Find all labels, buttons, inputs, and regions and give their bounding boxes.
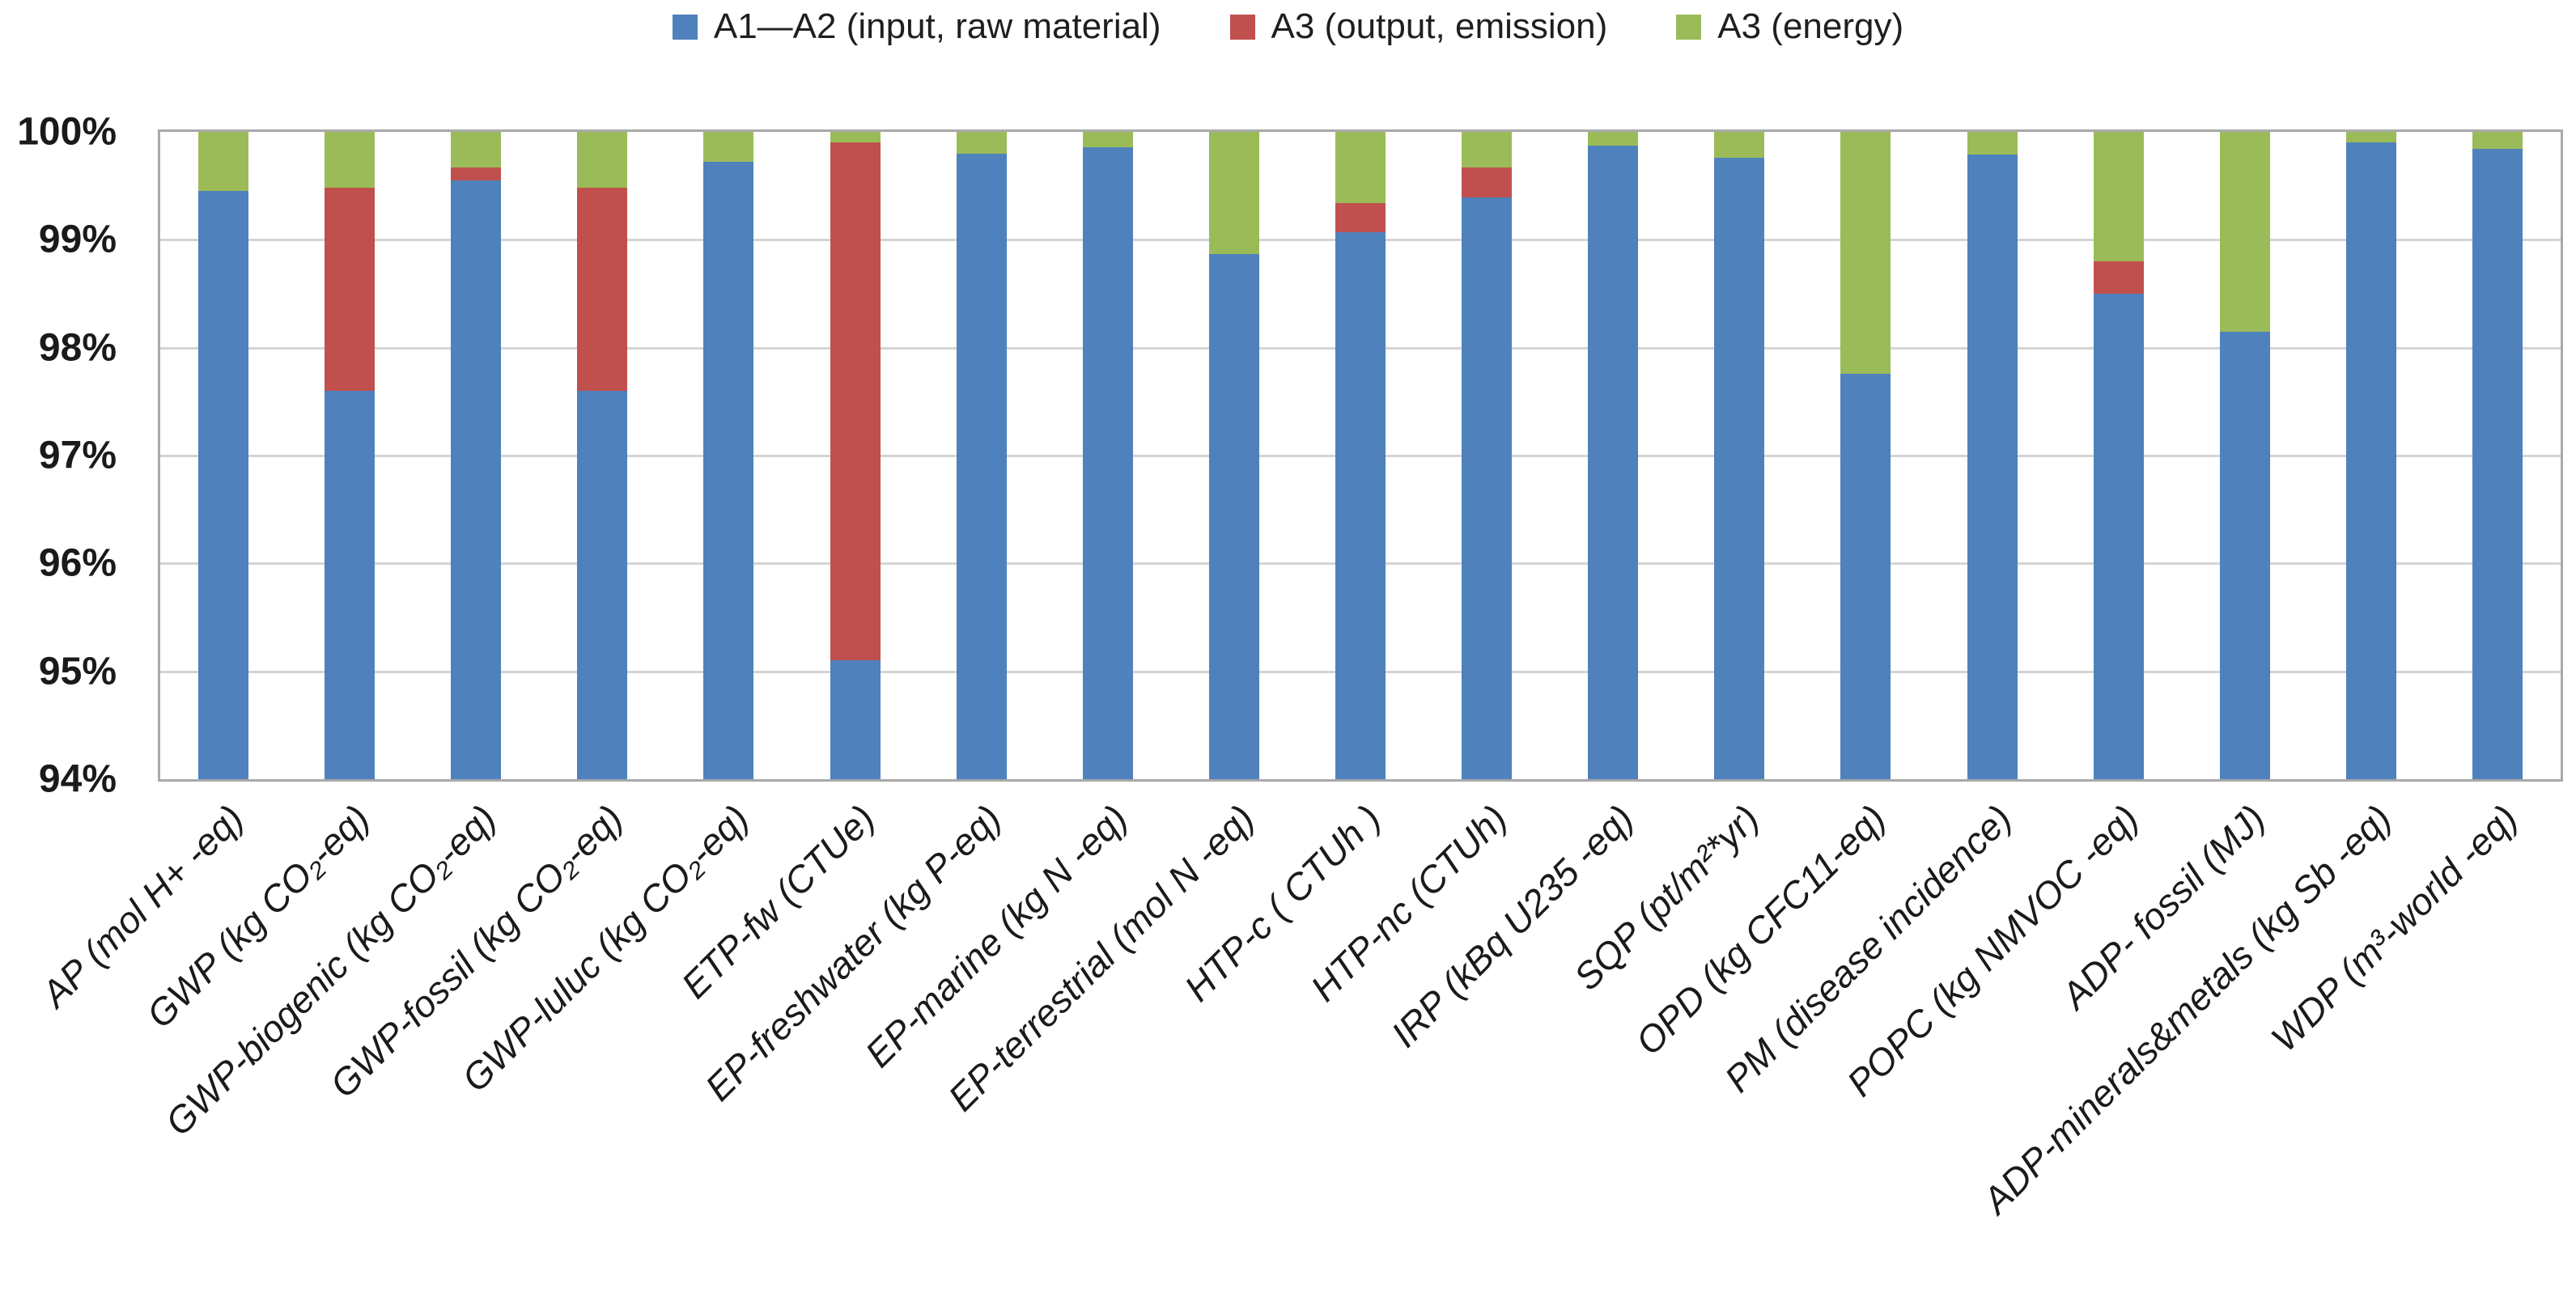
y-axis-tick-label: 97% [38,434,117,477]
bar-segment-a1a2 [1082,146,1133,779]
legend-swatch-icon [1676,14,1702,40]
bar-segment-a3-energy [2093,132,2144,261]
bar-segment-a3-emission [325,188,376,391]
bar-segment-a1a2 [2345,142,2396,779]
bar-segment-a3-energy [1335,132,1386,203]
bar-segment-a1a2 [1714,158,1765,779]
bar-segment-a1a2 [2472,149,2523,779]
bar-11 [1588,132,1639,779]
bar-6 [956,132,1007,779]
bar-segment-a3-energy [2472,132,2523,150]
bar-segment-a1a2 [2219,331,2270,779]
bar-segment-a3-energy [1082,132,1133,147]
bar-13 [1840,132,1891,779]
x-axis-labels: AP (mol H+ -eq) GWP (kg CO₂-eq) GWP-biogen… [33,796,2563,1282]
x-axis-category-label: IRP (kBq U235 -eq) [1382,796,1641,1056]
bar-segment-a3-emission [1335,203,1386,232]
bar-segment-a3-energy [577,132,628,189]
bar-7 [1082,132,1133,779]
bar-segment-a1a2 [1208,253,1259,779]
x-axis-category-label: WDP (m³-world -eq) [2262,796,2526,1060]
bar-segment-a1a2 [451,180,502,779]
bar-segment-a3-energy [2219,132,2270,332]
bar-14 [1967,132,2018,779]
bar-segment-a3-emission [1462,167,1513,198]
y-axis-tick-label: 95% [38,650,117,693]
bar-segment-a1a2 [1967,155,2018,779]
bar-15 [2093,132,2144,779]
bar-segment-a1a2 [1840,373,1891,779]
bar-segment-a3-emission [451,167,502,180]
x-axis-category-label: GWP (kg CO₂-eq) [138,796,378,1037]
bar-segment-a3-energy [198,132,249,192]
bar-segment-a3-emission [577,188,628,391]
bar-5 [830,132,881,779]
plot-area: 100% 99% 98% 97% 96% 95% 94% [17,111,2563,801]
bar-8 [1208,132,1259,779]
bar-segment-a3-energy [451,132,502,167]
bar-segment-a1a2 [1462,197,1513,779]
bar-segment-a3-energy [830,132,881,143]
bar-9 [1335,132,1386,779]
legend-label: A3 (output, emission) [1271,6,1608,46]
y-axis-tick-label: 99% [38,218,117,261]
bar-segment-a1a2 [703,162,754,779]
bar-segment-a1a2 [1588,146,1639,779]
bar-0 [198,132,249,779]
bar-segment-a3-energy [956,132,1007,154]
bar-18 [2472,132,2523,779]
bar-segment-a3-energy [1840,132,1891,374]
legend-label: A1—A2 (input, raw material) [713,6,1161,46]
y-axis-tick-label: 94% [38,757,117,801]
legend-swatch-icon [672,14,698,40]
bar-segment-a1a2 [2093,294,2144,779]
bar-segment-a3-emission [830,142,881,661]
y-axis-tick-label: 100% [17,110,117,154]
bar-12 [1714,132,1765,779]
bar-segment-a3-energy [703,132,754,163]
y-axis-tick-label: 98% [38,326,117,370]
bar-segment-a3-energy [2345,132,2396,143]
bar-segment-a3-energy [325,132,376,189]
bar-10 [1462,132,1513,779]
legend-swatch-icon [1229,14,1255,40]
legend-item-0: A1—A2 (input, raw material) [672,6,1161,47]
bar-segment-a3-energy [1462,132,1513,168]
bar-segment-a3-energy [1967,132,2018,155]
bar-16 [2219,132,2270,779]
bar-segment-a1a2 [198,191,249,779]
bar-segment-a1a2 [325,391,376,779]
bar-segment-a1a2 [956,153,1007,779]
bar-segment-a3-emission [2093,261,2144,294]
y-axis-tick-label: 96% [38,541,117,585]
bar-segment-a3-energy [1588,132,1639,146]
bar-segment-a1a2 [830,660,881,779]
legend-item-2: A3 (energy) [1676,6,1903,47]
bar-segment-a1a2 [577,391,628,779]
bar-17 [2345,132,2396,779]
bar-2 [451,132,502,779]
chart-legend: A1—A2 (input, raw material) A3 (output, e… [0,6,2576,47]
bar-1 [325,132,376,779]
bar-segment-a1a2 [1335,232,1386,779]
bar-3 [577,132,628,779]
bar-segment-a3-energy [1208,132,1259,254]
bar-4 [703,132,754,779]
legend-item-1: A3 (output, emission) [1229,6,1608,47]
legend-label: A3 (energy) [1717,6,1904,46]
bar-segment-a3-energy [1714,132,1765,158]
